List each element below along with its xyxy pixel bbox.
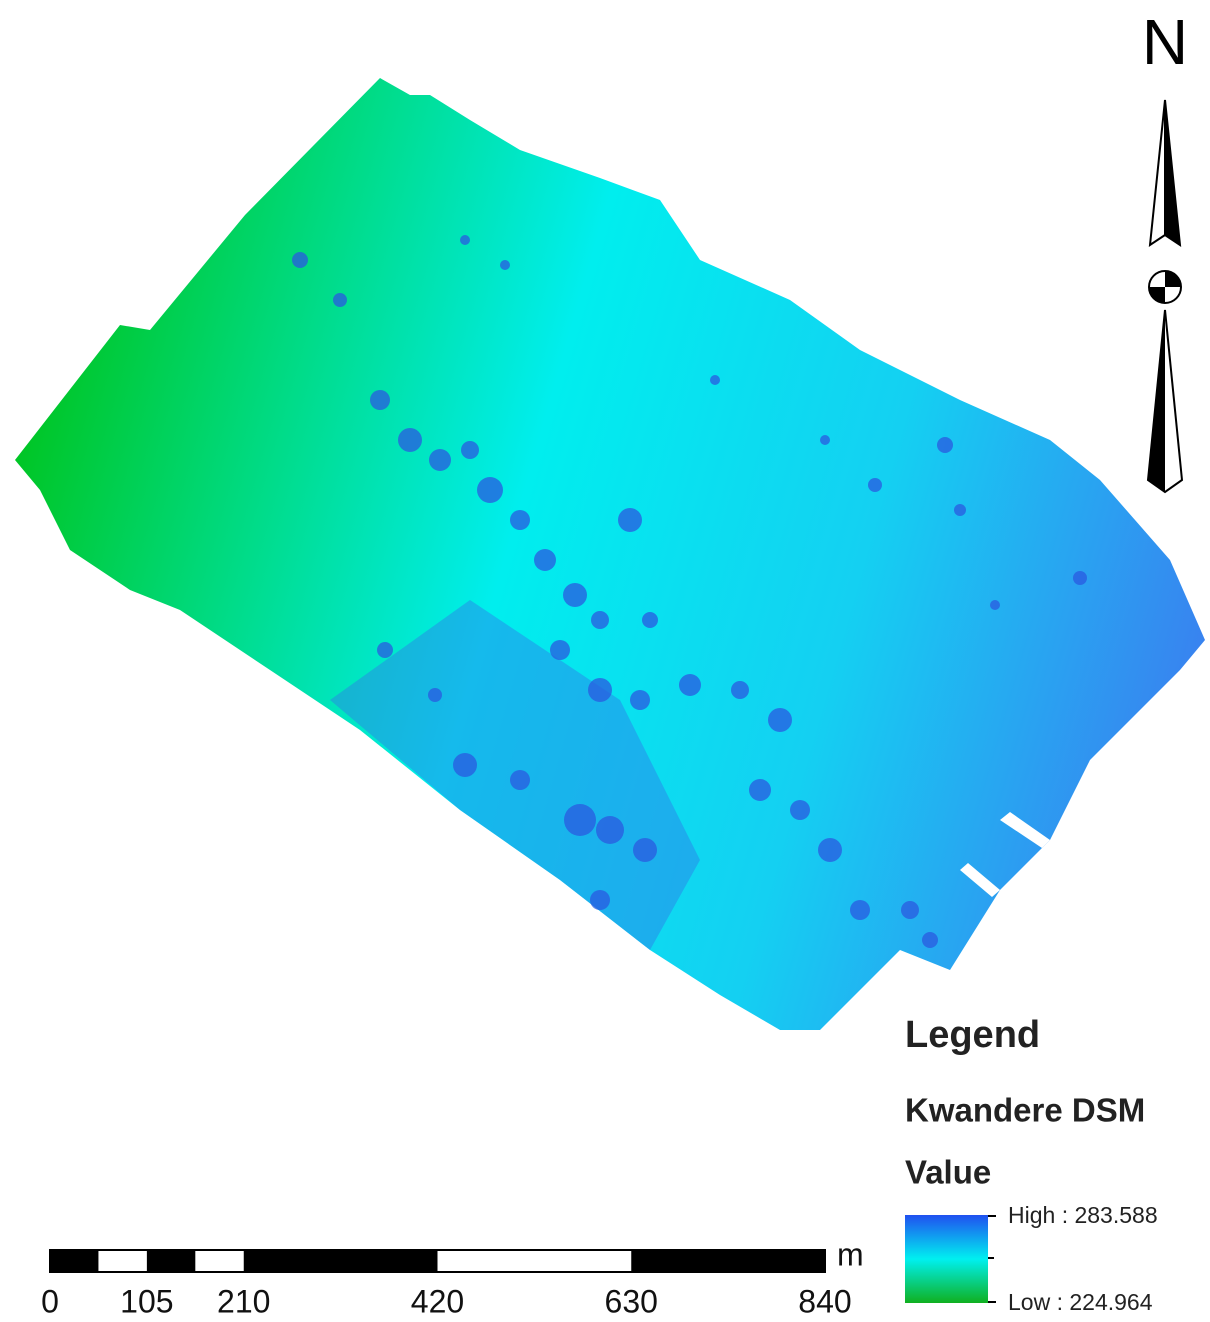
- color-ramp: [905, 1215, 988, 1303]
- legend-field: Value: [905, 1154, 991, 1191]
- scale-segment: [244, 1250, 438, 1272]
- legend: Legend Kwandere DSM Value High : 283.588…: [905, 1014, 1158, 1315]
- legend-layer: Kwandere DSM: [905, 1092, 1145, 1129]
- legend-low: Low : 224.964: [1008, 1289, 1153, 1315]
- map-page: N Legend Kwandere DSM Value High : 283.5…: [0, 0, 1210, 1322]
- scale-label: 105: [120, 1283, 173, 1319]
- scale-segment: [631, 1250, 825, 1272]
- scale-unit: m: [837, 1236, 864, 1272]
- scale-label: 210: [217, 1283, 270, 1319]
- scale-label: 420: [411, 1283, 464, 1319]
- scale-label: 630: [605, 1283, 658, 1319]
- north-arrow: N: [1142, 6, 1188, 492]
- legend-high: High : 283.588: [1008, 1202, 1158, 1228]
- scale-bar: 0 105 210 420 630 840 m: [41, 1236, 864, 1319]
- legend-title: Legend: [905, 1014, 1040, 1056]
- scale-label: 0: [41, 1283, 59, 1319]
- north-label: N: [1142, 6, 1188, 78]
- dsm-raster: [15, 78, 1205, 1030]
- scale-label: 840: [798, 1283, 851, 1319]
- scale-segment: [50, 1250, 98, 1272]
- scale-segment: [147, 1250, 195, 1272]
